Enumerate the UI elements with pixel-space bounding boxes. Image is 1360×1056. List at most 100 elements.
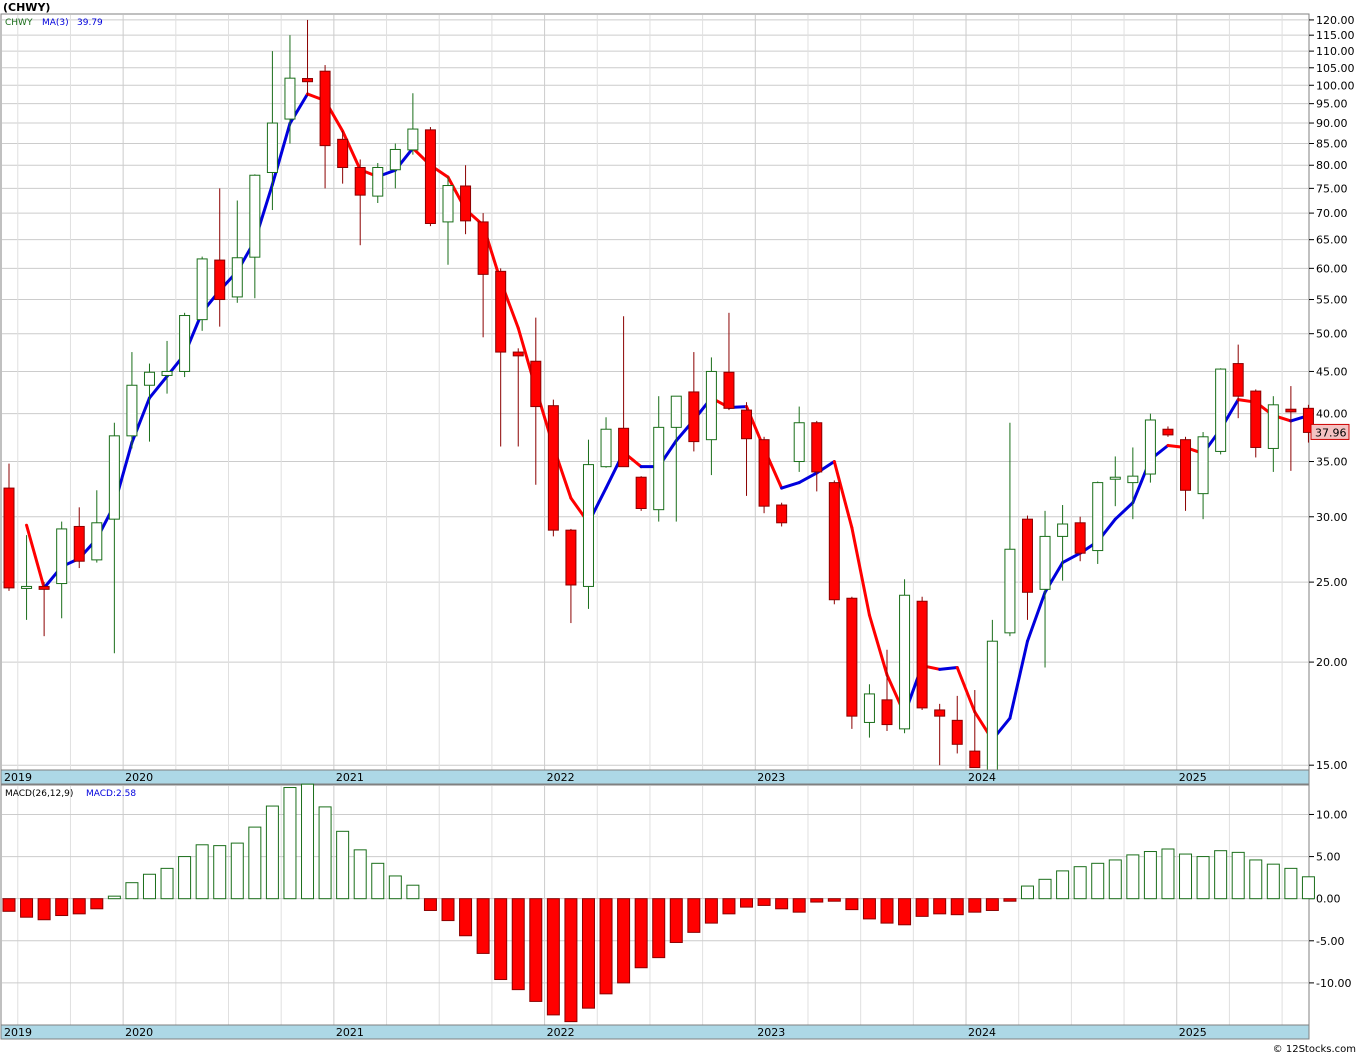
- macd-bar: [1301, 876, 1315, 900]
- candle-body: [1302, 407, 1314, 433]
- macd-bar: [933, 898, 947, 915]
- macd-bar: [1038, 878, 1052, 900]
- macd-bar: [213, 845, 227, 900]
- candle-body: [21, 585, 33, 589]
- candle-body: [934, 709, 946, 717]
- ma-segment: [955, 666, 977, 714]
- candle: [969, 690, 981, 769]
- candle: [1144, 413, 1156, 483]
- macd-bar: [1056, 870, 1070, 900]
- macd-bar: [617, 898, 631, 984]
- candle: [231, 200, 243, 303]
- candle: [1021, 515, 1033, 620]
- price-tick-label: 55.00: [1316, 294, 1348, 307]
- price-tick-label: 75.00: [1316, 182, 1348, 195]
- candle: [1302, 404, 1314, 443]
- macd-bar: [546, 898, 560, 1016]
- candle: [1267, 396, 1279, 472]
- candle: [934, 703, 946, 766]
- candle: [670, 395, 682, 522]
- ma-segment: [1113, 501, 1135, 521]
- macd-bar: [1249, 859, 1263, 900]
- macd-legend-label: MACD(26,12,9): [5, 789, 73, 799]
- macd-bar: [353, 849, 367, 900]
- candle-body: [460, 185, 472, 222]
- candle: [108, 422, 120, 654]
- year-label: 2025: [1179, 1026, 1207, 1039]
- candle-body: [986, 640, 998, 773]
- candle: [1197, 432, 1209, 520]
- candle-body: [214, 259, 226, 301]
- candle: [354, 159, 366, 246]
- macd-bar: [20, 898, 34, 918]
- candle: [793, 406, 805, 472]
- macd-bar: [898, 898, 912, 926]
- year-label: 2025: [1179, 771, 1207, 784]
- candle: [1250, 389, 1262, 458]
- ma-segment: [780, 481, 801, 490]
- candle-body: [969, 750, 981, 769]
- legend-symbol: CHWY: [5, 18, 33, 28]
- macd-bar: [634, 898, 648, 969]
- price-tick-label: 40.00: [1316, 408, 1348, 421]
- price-tick-label: 70.00: [1316, 207, 1348, 220]
- macd-bar: [142, 873, 156, 900]
- candle: [337, 131, 349, 184]
- macd-bar: [265, 805, 279, 900]
- copyright-text: © 12Stocks.com: [1273, 1044, 1356, 1055]
- ma-segment: [797, 471, 819, 485]
- macd-bar: [652, 898, 666, 959]
- price-time-axis-band: [0, 769, 1310, 785]
- candle: [1127, 447, 1139, 520]
- candle-body: [1232, 363, 1244, 397]
- year-label: 2022: [547, 1026, 575, 1039]
- candle-body: [108, 435, 120, 520]
- macd-bar: [1020, 885, 1034, 900]
- price-tick-label: 120.00: [1316, 14, 1355, 27]
- candle-body: [688, 391, 700, 443]
- price-tick-label: 65.00: [1316, 234, 1348, 247]
- candle: [1180, 436, 1192, 511]
- price-tick-label: 60.00: [1316, 262, 1348, 275]
- candle-body: [1109, 476, 1121, 480]
- year-label: 2024: [968, 771, 996, 784]
- candle-body: [881, 699, 893, 726]
- candle-body: [653, 426, 665, 511]
- candle-body: [758, 439, 770, 507]
- year-label: 2020: [125, 1026, 153, 1039]
- candle-body: [530, 360, 542, 408]
- macd-bar: [564, 898, 578, 1023]
- ma-segment: [25, 523, 46, 590]
- candle: [776, 502, 788, 527]
- candle: [635, 476, 647, 511]
- candle-body: [424, 129, 436, 224]
- macd-bar: [388, 875, 402, 900]
- macd-bar: [459, 898, 473, 937]
- price-tick-label: 115.00: [1316, 29, 1355, 42]
- macd-bar: [1196, 856, 1210, 900]
- candle: [302, 19, 314, 97]
- price-tick-label: 20.00: [1316, 656, 1348, 669]
- candle-body: [495, 270, 507, 353]
- candle: [530, 317, 542, 485]
- candlestick-series: [3, 19, 1314, 773]
- candle: [600, 417, 612, 468]
- year-label: 2023: [757, 771, 785, 784]
- candle: [372, 163, 384, 204]
- candle-body: [1197, 436, 1209, 495]
- candle-body: [846, 597, 858, 717]
- candle-body: [354, 166, 366, 196]
- chart-title: (CHWY): [3, 1, 50, 14]
- macd-bar: [371, 862, 385, 900]
- macd-bar: [511, 898, 525, 991]
- macd-bar: [669, 898, 683, 943]
- price-tick-label: 85.00: [1316, 138, 1348, 151]
- candle-body: [1127, 475, 1139, 484]
- candle: [21, 535, 33, 620]
- macd-bar: [757, 898, 771, 906]
- macd-bar: [1143, 851, 1157, 900]
- price-tick-label: 105.00: [1316, 62, 1355, 75]
- macd-tick-label: 0.00: [1316, 893, 1341, 906]
- candle: [179, 312, 191, 378]
